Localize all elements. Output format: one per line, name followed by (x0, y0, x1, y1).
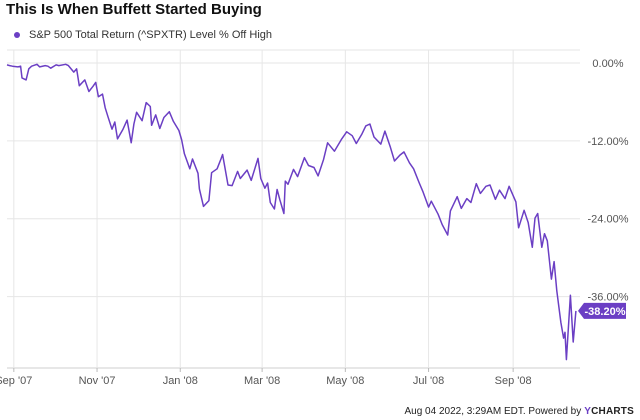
y-tick-label: -36.00% (588, 292, 629, 304)
last-value-badge (578, 302, 626, 319)
y-tick-label: -24.00% (588, 214, 629, 226)
ycharts-logo[interactable]: YCHARTS (584, 406, 634, 417)
legend-marker-icon (14, 32, 20, 38)
legend-label: S&P 500 Total Return (^SPXTR) Level % Of… (29, 29, 272, 41)
x-tick-label: May '08 (326, 375, 364, 387)
x-tick-label: Sep '08 (495, 375, 532, 387)
y-tick-label: 0.00% (592, 58, 623, 70)
last-value-label: -38.20% (585, 306, 626, 318)
x-tick-label: Jan '08 (163, 375, 198, 387)
chart-title: This Is When Buffett Started Buying (6, 1, 262, 18)
footer: Aug 04 2022, 3:29AM EDT. Powered by YCHA… (404, 406, 634, 417)
x-tick-label: Sep '07 (0, 375, 32, 387)
x-tick-label: Nov '07 (79, 375, 116, 387)
x-tick-label: Mar '08 (244, 375, 280, 387)
series-line (6, 63, 577, 361)
x-tick-label: Jul '08 (413, 375, 444, 387)
y-tick-label: -12.00% (588, 136, 629, 148)
legend: S&P 500 Total Return (^SPXTR) Level % Of… (14, 29, 272, 41)
footer-timestamp: Aug 04 2022, 3:29AM EDT. Powered by (404, 406, 582, 417)
